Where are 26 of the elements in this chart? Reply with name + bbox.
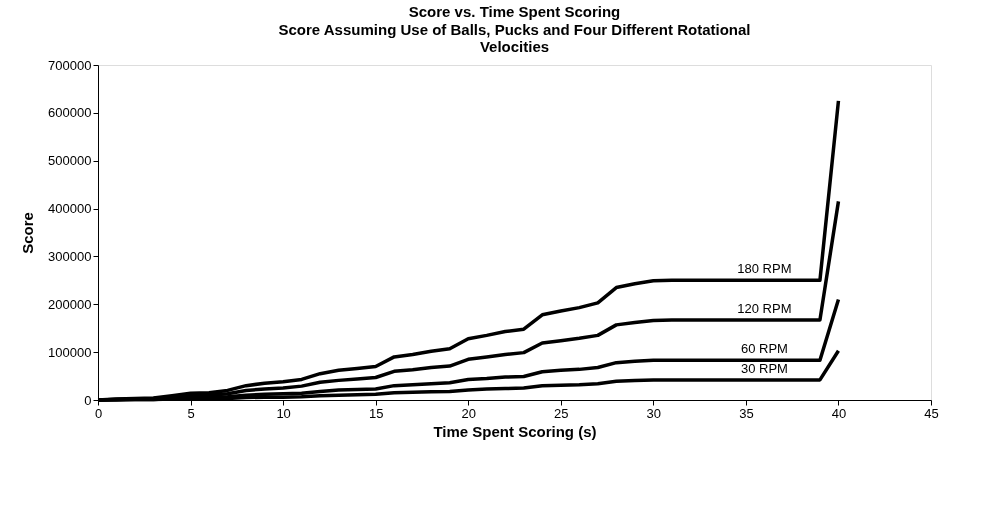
y-tick-label: 200000 bbox=[48, 296, 92, 312]
x-tick-label: 5 bbox=[187, 405, 195, 421]
series-label: 30 RPM bbox=[740, 360, 788, 376]
series-label: 120 RPM bbox=[737, 301, 792, 317]
x-tick-label: 40 bbox=[831, 405, 847, 421]
x-tick-label: 20 bbox=[461, 405, 476, 421]
y-tick-label: 0 bbox=[84, 392, 92, 408]
y-tick-label: 700000 bbox=[48, 57, 92, 73]
x-tick-label: 10 bbox=[276, 405, 291, 421]
y-axis-title: Score bbox=[19, 212, 37, 254]
x-tick-label: 30 bbox=[646, 405, 662, 421]
series-label: 180 RPM bbox=[737, 261, 792, 277]
y-tick-label: 400000 bbox=[48, 201, 92, 217]
chart-subtitle: Score Assuming Use of Balls, Pucks and Four Different Rotational Velocities bbox=[278, 21, 751, 55]
chart-title: Score vs. Time Spent Scoring bbox=[408, 3, 621, 20]
series-label: 60 RPM bbox=[740, 341, 788, 357]
x-tick-label: 25 bbox=[554, 405, 569, 421]
x-tick-label: 0 bbox=[94, 405, 103, 421]
y-tick-label: 300000 bbox=[48, 248, 92, 264]
y-tick-label: 100000 bbox=[48, 344, 92, 360]
y-tick-label: 500000 bbox=[48, 153, 92, 169]
x-axis-title: Time Spent Scoring (s) bbox=[433, 422, 597, 440]
x-tick-label: 35 bbox=[739, 405, 754, 421]
y-tick-label: 600000 bbox=[48, 105, 92, 121]
x-tick-label: 45 bbox=[924, 405, 939, 421]
x-tick-label: 15 bbox=[368, 405, 384, 421]
